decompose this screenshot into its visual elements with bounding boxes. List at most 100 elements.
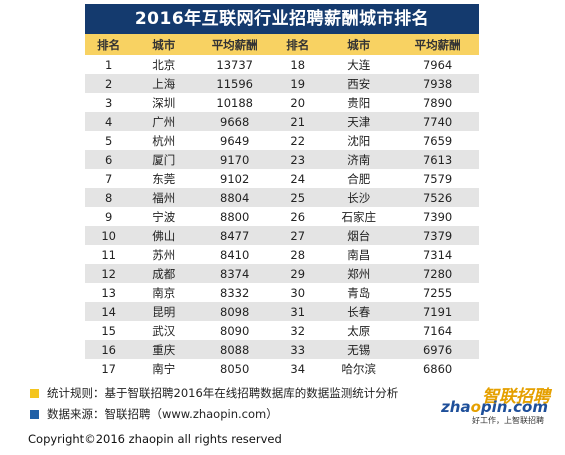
rank-cell: 28 — [274, 245, 322, 264]
city-cell: 沈阳 — [321, 131, 397, 150]
header-rank: 排名 — [85, 34, 133, 55]
source-note-text: 数据来源：智联招聘（www.zhaopin.com） — [47, 407, 278, 421]
rank-cell: 5 — [85, 131, 133, 150]
source-note: 数据来源：智联招聘（www.zhaopin.com） — [30, 406, 278, 422]
city-cell: 南昌 — [321, 245, 397, 264]
header-salary: 平均薪酬 — [396, 34, 479, 55]
rank-cell: 20 — [274, 93, 322, 112]
city-cell: 济南 — [321, 150, 397, 169]
header-rank: 排名 — [274, 34, 322, 55]
city-cell: 福州 — [132, 188, 196, 207]
salary-cell: 10188 — [195, 93, 275, 112]
table-row: 14 昆明 8098 31 长春 7191 — [85, 302, 479, 321]
table-row: 15 武汉 8090 32 太原 7164 — [85, 321, 479, 340]
salary-cell: 7938 — [396, 74, 479, 93]
city-cell: 广州 — [132, 112, 196, 131]
city-cell: 佛山 — [132, 226, 196, 245]
rank-cell: 10 — [85, 226, 133, 245]
method-note: 统计规则：基于智联招聘2016年在线招聘数据库的数据监测统计分析 — [30, 385, 398, 401]
header-city: 城市 — [321, 34, 397, 55]
rank-cell: 25 — [274, 188, 322, 207]
ranking-table: 排名 城市 平均薪酬 排名 城市 平均薪酬 1 北京 13737 18 大连 7 9 6 4 2 上… — [85, 34, 479, 378]
rank-cell: 32 — [274, 321, 322, 340]
salary-cell: 8088 — [195, 340, 275, 359]
city-cell: 贵阳 — [321, 93, 397, 112]
header-city: 城市 — [132, 34, 196, 55]
city-cell: 哈尔滨 — [321, 359, 397, 378]
logo-en-part: zha — [441, 398, 471, 416]
city-cell: 成都 — [132, 264, 196, 283]
city-cell: 北京 — [132, 55, 196, 74]
salary-cell: 7379 — [396, 226, 479, 245]
table-header-row: 排名 城市 平均薪酬 排名 城市 平均薪酬 — [85, 34, 479, 55]
rank-cell: 22 — [274, 131, 322, 150]
salary-cell: 7740 — [396, 112, 479, 131]
rank-cell: 4 — [85, 112, 133, 131]
table-row: 2 上海 11596 19 西安 7938 — [85, 74, 479, 93]
copyright-text: Copyright©2016 zhaopin all rights reserv… — [28, 432, 282, 446]
salary-cell: 7255 — [396, 283, 479, 302]
table-row: 13 南京 8332 30 青岛 7255 — [85, 283, 479, 302]
city-cell: 无锡 — [321, 340, 397, 359]
rank-cell: 26 — [274, 207, 322, 226]
salary-cell: 8477 — [195, 226, 275, 245]
logo-slogan: 好工作，上智联招聘 — [472, 416, 544, 425]
salary-cell: 8410 — [195, 245, 275, 264]
salary-cell: 8804 — [195, 188, 275, 207]
table-row: 16 重庆 8088 33 无锡 6976 — [85, 340, 479, 359]
city-cell: 长沙 — [321, 188, 397, 207]
yellow-square-icon — [30, 388, 39, 398]
salary-cell: 7280 — [396, 264, 479, 283]
salary-cell: 9649 — [195, 131, 275, 150]
rank-cell: 2 — [85, 74, 133, 93]
salary-cell: 7579 — [396, 169, 479, 188]
rank-cell: 18 — [274, 55, 322, 74]
rank-cell: 1 — [85, 55, 133, 74]
salary-cell: 13737 — [195, 55, 275, 74]
header-salary: 平均薪酬 — [195, 34, 275, 55]
rank-cell: 29 — [274, 264, 322, 283]
salary-cell: 7390 — [396, 207, 479, 226]
salary-cell: 8050 — [195, 359, 275, 378]
rank-cell: 34 — [274, 359, 322, 378]
table-row: 7 东莞 9102 24 合肥 7579 — [85, 169, 479, 188]
city-cell: 青岛 — [321, 283, 397, 302]
city-cell: 大连 — [321, 55, 397, 74]
city-cell: 上海 — [132, 74, 196, 93]
city-cell: 武汉 — [132, 321, 196, 340]
city-cell: 昆明 — [132, 302, 196, 321]
city-cell: 南宁 — [132, 359, 196, 378]
salary-cell: 7164 — [396, 321, 479, 340]
zhaopin-logo: 智联招聘 zhaopin.com 好工作，上智联招聘 — [441, 382, 550, 425]
rank-cell: 11 — [85, 245, 133, 264]
rank-cell: 14 — [85, 302, 133, 321]
rank-cell: 15 — [85, 321, 133, 340]
salary-cell: 9668 — [195, 112, 275, 131]
city-cell: 郑州 — [321, 264, 397, 283]
blue-square-icon — [30, 409, 39, 419]
rank-cell: 33 — [274, 340, 322, 359]
salary-cell: 9170 — [195, 150, 275, 169]
rank-cell: 13 — [85, 283, 133, 302]
city-cell: 宁波 — [132, 207, 196, 226]
rank-cell: 6 — [85, 150, 133, 169]
city-cell: 长春 — [321, 302, 397, 321]
logo-en-text: zhaopin.com — [441, 398, 548, 416]
logo-en-part: pin.com — [480, 398, 548, 416]
rank-cell: 23 — [274, 150, 322, 169]
table-row: 10 佛山 8477 27 烟台 7379 — [85, 226, 479, 245]
salary-cell: 6976 — [396, 340, 479, 359]
rank-cell: 27 — [274, 226, 322, 245]
rank-cell: 7 — [85, 169, 133, 188]
rank-cell: 30 — [274, 283, 322, 302]
salary-cell: 8332 — [195, 283, 275, 302]
city-cell: 南京 — [132, 283, 196, 302]
logo-en-o: o — [470, 398, 481, 416]
city-cell: 石家庄 — [321, 207, 397, 226]
rank-cell: 9 — [85, 207, 133, 226]
salary-cell: 7526 — [396, 188, 479, 207]
table-row: 8 福州 8804 25 长沙 7526 — [85, 188, 479, 207]
salary-cell: 7890 — [396, 93, 479, 112]
salary-cell: 8800 — [195, 207, 275, 226]
salary-cell: 7314 — [396, 245, 479, 264]
